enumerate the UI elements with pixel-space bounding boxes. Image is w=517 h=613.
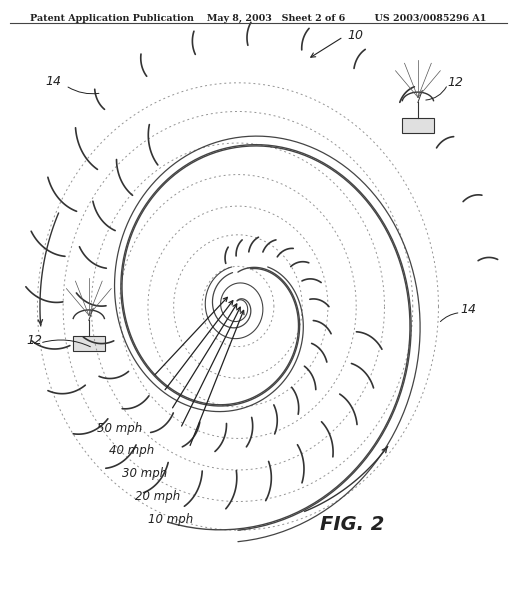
Text: 50 mph: 50 mph: [97, 422, 142, 435]
Text: 10 mph: 10 mph: [148, 512, 193, 525]
Text: 12: 12: [26, 334, 42, 348]
Text: 14: 14: [461, 303, 477, 316]
Text: 10: 10: [347, 29, 363, 42]
Bar: [402, 118, 434, 133]
Text: 20 mph: 20 mph: [135, 490, 180, 503]
Text: FIG. 2: FIG. 2: [320, 516, 385, 535]
Text: 30 mph: 30 mph: [122, 467, 168, 481]
Text: 40 mph: 40 mph: [110, 444, 155, 457]
Text: 12: 12: [448, 75, 464, 89]
Text: 14: 14: [45, 75, 61, 88]
Bar: [73, 336, 104, 351]
Text: Patent Application Publication    May 8, 2003   Sheet 2 of 6         US 2003/008: Patent Application Publication May 8, 20…: [31, 13, 486, 23]
